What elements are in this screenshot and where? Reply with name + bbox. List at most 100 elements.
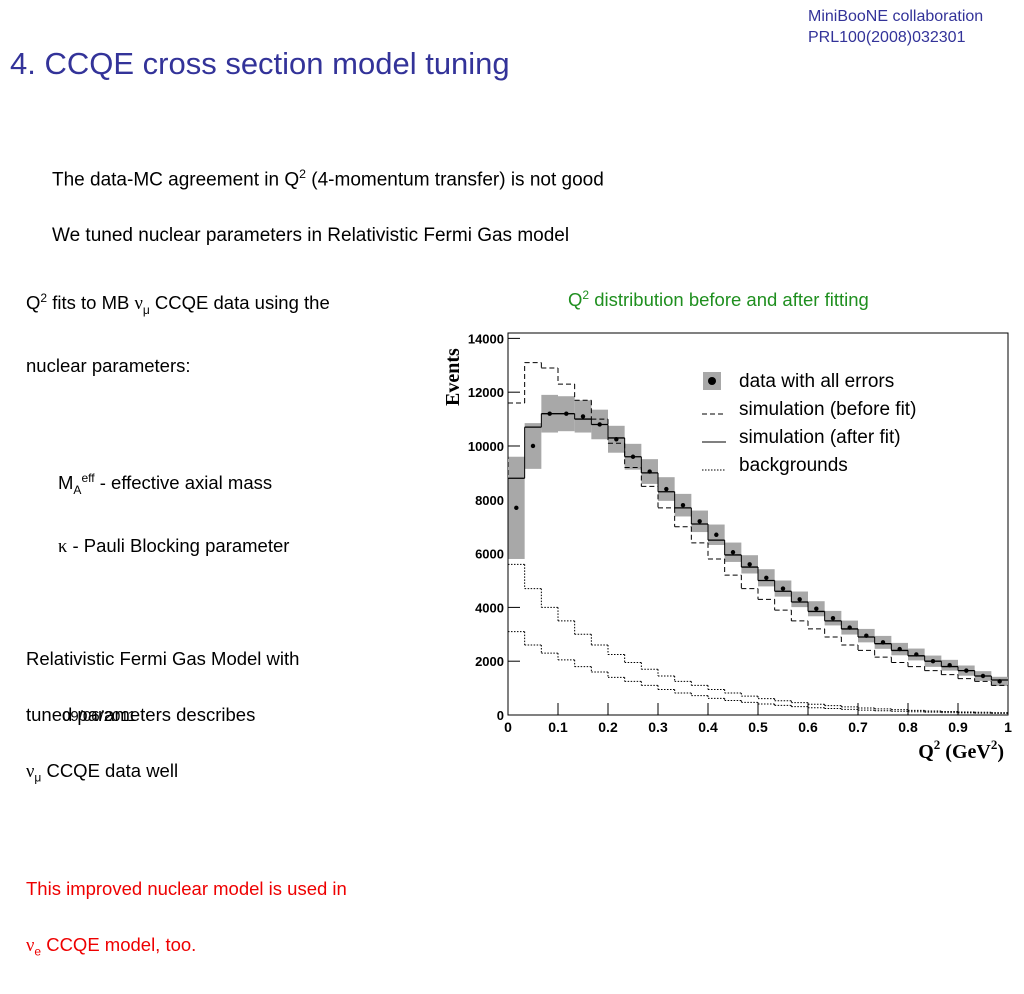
data-point	[980, 673, 986, 679]
y-tick-label: 2000	[475, 654, 504, 669]
data-point	[930, 658, 936, 664]
text: (GeV	[940, 741, 991, 763]
data-point	[714, 532, 719, 537]
spacer	[26, 589, 347, 617]
data-point	[580, 414, 586, 419]
sub: A	[73, 482, 82, 497]
data-point	[847, 625, 852, 630]
x-tick-label: 0.9	[948, 719, 968, 735]
text: )	[997, 741, 1004, 763]
slide-title: 4. CCQE cross section model tuning	[10, 46, 510, 81]
x-tick-label: 0.3	[648, 719, 668, 735]
y-tick-label: 10000	[468, 439, 504, 454]
intro-line: We tuned nuclear parameters in Relativis…	[52, 225, 570, 247]
line: Q2 fits to MB νμ CCQE data using the	[26, 284, 347, 324]
data-point	[947, 663, 952, 668]
line: νe CCQE model, too.	[26, 931, 347, 966]
data-point	[964, 668, 969, 673]
sup: 2	[299, 167, 306, 181]
text: CCQE model, too.	[41, 934, 197, 956]
sup: 2	[934, 737, 941, 752]
text: - Pauli Blocking parameter	[67, 534, 290, 556]
x-tick-label: 0.7	[848, 719, 868, 735]
x-tick-label: 0.2	[598, 719, 618, 735]
line: MAeff - effective axial mass	[26, 464, 347, 504]
y-tick-label: 6000	[475, 547, 504, 562]
data-point	[614, 437, 619, 442]
data-point	[814, 606, 819, 611]
x-tick-label: 0.6	[798, 719, 818, 735]
text: Q	[918, 741, 934, 763]
text: distribution before and after fitting	[589, 289, 869, 311]
x-tick-label: 0	[504, 719, 512, 735]
data-point	[914, 652, 919, 657]
text: κ	[58, 536, 68, 557]
text: CCQE data using the	[149, 292, 330, 314]
left-text: Q2 fits to MB νμ CCQE data using the nuc…	[26, 256, 347, 994]
y-tick-label: 0	[497, 708, 504, 723]
sub: e	[34, 945, 42, 960]
text: Q	[26, 292, 41, 314]
sub: μ	[142, 302, 150, 317]
sup: 2	[40, 291, 48, 305]
text: fits to MB	[47, 292, 135, 314]
data-point	[530, 443, 536, 449]
text: ν	[134, 294, 143, 315]
y-axis-label: Events	[442, 348, 464, 406]
source-line: PRL100(2008)032301	[808, 29, 966, 46]
x-axis-label: Q2 (GeV2)	[918, 737, 1004, 763]
line: This improved nuclear model is used in	[26, 878, 347, 900]
data-point	[547, 411, 552, 416]
line: κ - Pauli Blocking parameter	[26, 532, 347, 561]
line: tuned parameters describes	[26, 703, 256, 725]
spacer	[26, 819, 347, 847]
data-point	[564, 411, 569, 416]
y-tick-label: 12000	[468, 385, 504, 400]
line: Relativistic Fermi Gas Model with	[26, 647, 300, 669]
data-point	[797, 597, 802, 602]
chart: 0 2000 4000 6000 8000 10000 12000 14000 0 0.1 0.2 0…	[442, 331, 1012, 763]
text: CCQE data well	[41, 759, 179, 781]
line: νμ CCQE data well	[26, 757, 347, 792]
text: Q	[568, 289, 583, 311]
legend-label: backgrounds	[739, 455, 848, 476]
source: MiniBooNE collaboration PRL100(2008)03230…	[808, 6, 983, 48]
line: nuclear parameters:	[26, 354, 191, 376]
legend-label: simulation (after fit)	[739, 427, 901, 448]
data-point	[680, 502, 686, 508]
slide: 0 2000 4000 6000 8000 10000 12000 14000 0 0.1 0.2 0…	[10, 6, 1013, 960]
data-point	[897, 646, 902, 652]
data-point	[864, 633, 869, 638]
sup: 2	[991, 737, 998, 752]
sup: 2	[582, 288, 590, 302]
x-tick-label: 0.8	[898, 719, 918, 735]
data-point	[514, 505, 519, 511]
data-point	[764, 575, 769, 581]
sub: μ	[34, 770, 42, 785]
y-tick-label: 8000	[475, 493, 504, 508]
x-tick-label: 0.4	[698, 719, 718, 735]
text: ν	[26, 761, 35, 782]
intro-line: The data-MC agreement in Q2 (4-momentum …	[52, 160, 604, 194]
spacer	[26, 408, 347, 436]
text: The data-MC agreement in Q	[52, 169, 300, 191]
y-tick-label: 14000	[468, 331, 504, 346]
legend-swatch	[708, 377, 716, 385]
legend-label: data with all errors	[739, 371, 894, 392]
data-point	[647, 469, 652, 474]
data-point	[630, 454, 636, 459]
data-point	[664, 486, 669, 492]
data-point	[830, 615, 836, 621]
data-point	[747, 562, 752, 567]
data-point	[880, 640, 886, 645]
text: ν	[26, 936, 35, 957]
x-tick-label: 0.5	[748, 719, 768, 735]
y-tick-label: 4000	[475, 600, 504, 615]
chart-title: Q2 distribution before and after fitting	[568, 288, 869, 311]
data-point	[730, 550, 736, 555]
text: - effective axial mass	[94, 472, 273, 493]
x-tick-label: 1	[1004, 719, 1012, 735]
data-point	[780, 586, 786, 591]
source-line: MiniBooNE collaboration	[808, 8, 984, 25]
date: 09/06/2011	[62, 708, 136, 725]
